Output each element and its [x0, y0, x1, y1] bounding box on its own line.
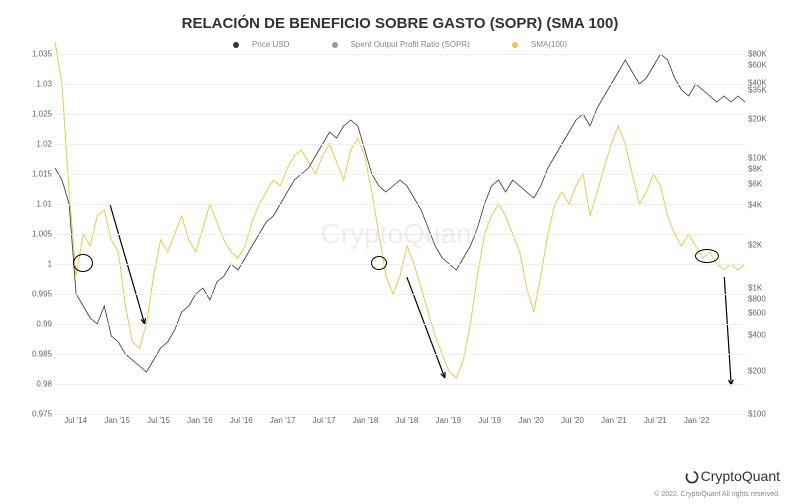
x-tick: Jan '21 [601, 416, 627, 425]
annotation-circle [695, 249, 719, 263]
plot-area: CryptoQuant [55, 54, 745, 414]
y-right-tick: $2K [748, 240, 762, 249]
y-right-tick: $60K [748, 60, 767, 69]
y-left-tick: 0.975 [32, 410, 52, 419]
x-tick: Jan '22 [684, 416, 710, 425]
x-tick: Jul '15 [147, 416, 170, 425]
x-tick: Jan '18 [353, 416, 379, 425]
y-left-tick: 0.98 [36, 380, 52, 389]
chart-container: RELACIÓN DE BENEFICIO SOBRE GASTO (SOPR)… [0, 0, 800, 504]
y-right-tick: $8K [748, 165, 762, 174]
x-tick: Jul '17 [313, 416, 336, 425]
copyright-text: © 2022. CryptoQuant All rights reserved. [654, 491, 780, 498]
y-left-tick: 1.02 [36, 140, 52, 149]
x-tick: Jan '15 [104, 416, 130, 425]
brand-icon [685, 470, 699, 484]
y-axis-right: $100$200$400$600$800$1K$2K$4K$6K$8K$10K$… [745, 54, 780, 414]
y-left-tick: 1.025 [32, 110, 52, 119]
x-tick: Jan '16 [187, 416, 213, 425]
y-right-tick: $40K [748, 78, 767, 87]
y-right-tick: $20K [748, 114, 767, 123]
y-right-tick: $6K [748, 179, 762, 188]
x-tick: Jul '16 [230, 416, 253, 425]
y-right-tick: $100 [748, 410, 766, 419]
x-tick: Jan '19 [436, 416, 462, 425]
y-right-tick: $200 [748, 366, 766, 375]
y-axis-left: 0.9750.980.9850.990.99511.0051.011.0151.… [20, 54, 55, 414]
y-right-tick: $400 [748, 330, 766, 339]
y-left-tick: 1.01 [36, 200, 52, 209]
annotation-arrow [407, 277, 445, 378]
x-tick: Jan '17 [270, 416, 296, 425]
y-left-tick: 1.005 [32, 230, 52, 239]
x-tick: Jul '14 [64, 416, 87, 425]
y-right-tick: $10K [748, 154, 767, 163]
x-tick: Jul '20 [561, 416, 584, 425]
y-left-tick: 0.99 [36, 320, 52, 329]
x-tick: Jul '19 [478, 416, 501, 425]
annotation-circle [73, 254, 93, 272]
x-tick: Jan '20 [518, 416, 544, 425]
legend-item-sopr: Spent Output Profit Ratio (SOPR) [322, 40, 480, 49]
y-right-tick: $4K [748, 201, 762, 210]
chart-area: 0.975 0.98 0.985 0.99 0.995 1 1.005 1.01 1.015 1.… [20, 54, 780, 434]
y-right-tick: $1K [748, 284, 762, 293]
legend-item-sma: SMA(100) [502, 40, 577, 49]
y-left-tick: 1.015 [32, 170, 52, 179]
x-tick: Jul '21 [644, 416, 667, 425]
line-sma [55, 42, 745, 378]
y-right-tick: $600 [748, 309, 766, 318]
chart-legend: Price USD Spent Output Profit Ratio (SOP… [20, 40, 780, 49]
legend-item-price: Price USD [223, 40, 299, 49]
y-left-tick: 0.995 [32, 290, 52, 299]
y-left-tick: 1 [48, 260, 52, 269]
chart-title: RELACIÓN DE BENEFICIO SOBRE GASTO (SOPR)… [20, 15, 780, 32]
brand-logo: CryptoQuant [685, 468, 780, 484]
x-axis: Jul '14 Jan '15 Jul '15 Jan '16 Jul '16 Jan '… [55, 414, 745, 434]
y-right-tick: $800 [748, 294, 766, 303]
x-tick: Jul '18 [395, 416, 418, 425]
y-left-tick: 1.03 [36, 80, 52, 89]
y-left-tick: 0.985 [32, 350, 52, 359]
y-left-tick: 1.035 [32, 50, 52, 59]
annotation-circle [371, 256, 387, 270]
y-right-tick: $80K [748, 50, 767, 59]
